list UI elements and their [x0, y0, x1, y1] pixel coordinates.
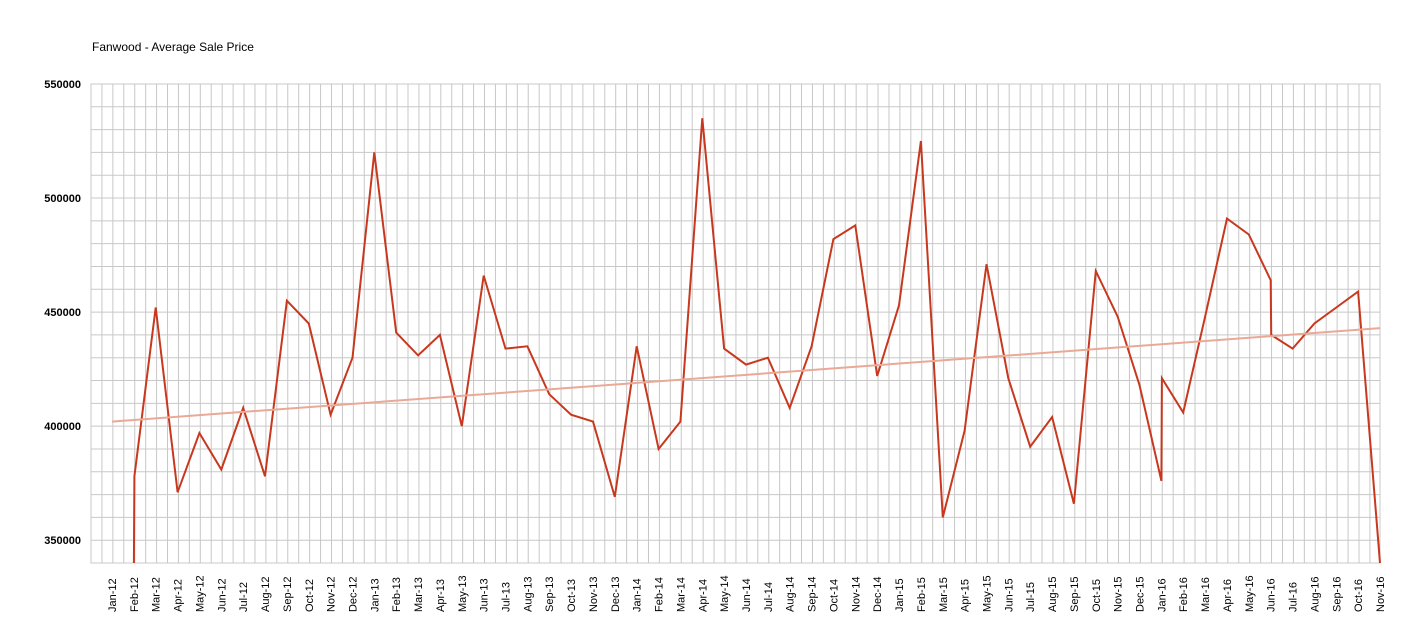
x-tick-label: Aug-14 — [785, 577, 797, 612]
x-tick-label: Jun-12 — [216, 578, 228, 612]
x-tick-label: Oct-12 — [304, 579, 316, 612]
y-tick-label: 500000 — [44, 193, 81, 205]
x-tick-label: Apr-15 — [960, 579, 972, 612]
x-tick-label: Feb-16 — [1178, 577, 1190, 612]
trend-line — [111, 327, 1381, 423]
x-tick-label: Jan-13 — [369, 578, 381, 612]
y-tick-label: 350000 — [44, 535, 81, 547]
x-tick-label: Aug-12 — [260, 577, 272, 612]
x-tick-label: Nov-13 — [588, 577, 600, 612]
x-tick-label: Jun-13 — [479, 578, 491, 612]
x-tick-label: Nov-15 — [1113, 577, 1125, 612]
x-tick-label: Sep-13 — [544, 577, 556, 612]
x-tick-label: Oct-15 — [1091, 579, 1103, 612]
x-tick-label: Apr-14 — [697, 579, 709, 612]
x-tick-label: Oct-14 — [828, 579, 840, 612]
x-tick-label: Jun-14 — [741, 578, 753, 612]
x-tick-label: Jul-15 — [1025, 582, 1037, 612]
x-tick-label: Jan-15 — [894, 578, 906, 612]
x-tick-label: Mar-15 — [938, 577, 950, 612]
x-tick-label: Jan-14 — [632, 578, 644, 612]
x-tick-label: Nov-16 — [1375, 577, 1387, 612]
x-tick-label: Nov-12 — [326, 577, 338, 612]
x-tick-label: Mar-16 — [1200, 577, 1212, 612]
x-tick-label: Feb-14 — [654, 577, 666, 612]
x-tick-label: Apr-16 — [1222, 579, 1234, 612]
x-tick-label: Aug-13 — [522, 577, 534, 612]
x-tick-label: Oct-13 — [566, 579, 578, 612]
x-tick-label: Mar-12 — [151, 577, 163, 612]
series — [111, 118, 1381, 564]
x-tick-label: Apr-12 — [173, 579, 185, 612]
x-tick-label: Jul-14 — [763, 582, 775, 612]
chart-title: Fanwood - Average Sale Price — [92, 40, 254, 54]
x-tick-label: Jun-15 — [1003, 578, 1015, 612]
x-axis-ticks: Jan-12 Feb-12 Mar-12 Apr-12 May-12 Jun-12 Jul-… — [107, 575, 1387, 612]
x-tick-label: May-14 — [719, 575, 731, 612]
x-tick-label: Feb-12 — [129, 577, 141, 612]
x-tick-label: Nov-14 — [850, 577, 862, 612]
x-tick-label: Aug-16 — [1309, 577, 1321, 612]
y-tick-label: 550000 — [44, 79, 81, 91]
x-tick-label: Aug-15 — [1047, 577, 1059, 612]
x-tick-label: Dec-14 — [872, 577, 884, 612]
x-tick-label: Jan-16 — [1156, 578, 1168, 612]
x-tick-label: Dec-13 — [610, 577, 622, 612]
x-tick-label: Oct-16 — [1353, 579, 1365, 612]
x-tick-label: May-16 — [1244, 575, 1256, 612]
x-tick-label: Mar-14 — [675, 577, 687, 612]
x-tick-label: Dec-12 — [347, 577, 359, 612]
x-tick-label: Apr-13 — [435, 579, 447, 612]
x-tick-label: Jan-12 — [107, 578, 119, 612]
x-tick-label: Jul-12 — [238, 582, 250, 612]
x-tick-label: May-12 — [194, 575, 206, 612]
x-tick-label: Feb-13 — [391, 577, 403, 612]
x-tick-label: Mar-13 — [413, 577, 425, 612]
x-tick-label: Jul-16 — [1288, 582, 1300, 612]
y-tick-label: 450000 — [44, 307, 81, 319]
x-tick-label: Feb-15 — [916, 577, 928, 612]
y-axis-ticks: 350000 400000 450000 500000 550000 — [44, 79, 81, 547]
y-tick-label: 400000 — [44, 421, 81, 433]
x-tick-label: May-15 — [981, 575, 993, 612]
x-tick-label: Sep-14 — [807, 577, 819, 612]
x-tick-label: Sep-12 — [282, 577, 294, 612]
x-tick-label: Jun-16 — [1266, 578, 1278, 612]
x-tick-label: Sep-15 — [1069, 577, 1081, 612]
plot-border — [90, 83, 1381, 564]
price-series-line — [132, 118, 1381, 564]
x-tick-label: Dec-15 — [1135, 577, 1147, 612]
x-tick-label: Jul-13 — [501, 582, 513, 612]
x-tick-label: Sep-16 — [1331, 577, 1343, 612]
x-tick-label: May-13 — [457, 575, 469, 612]
